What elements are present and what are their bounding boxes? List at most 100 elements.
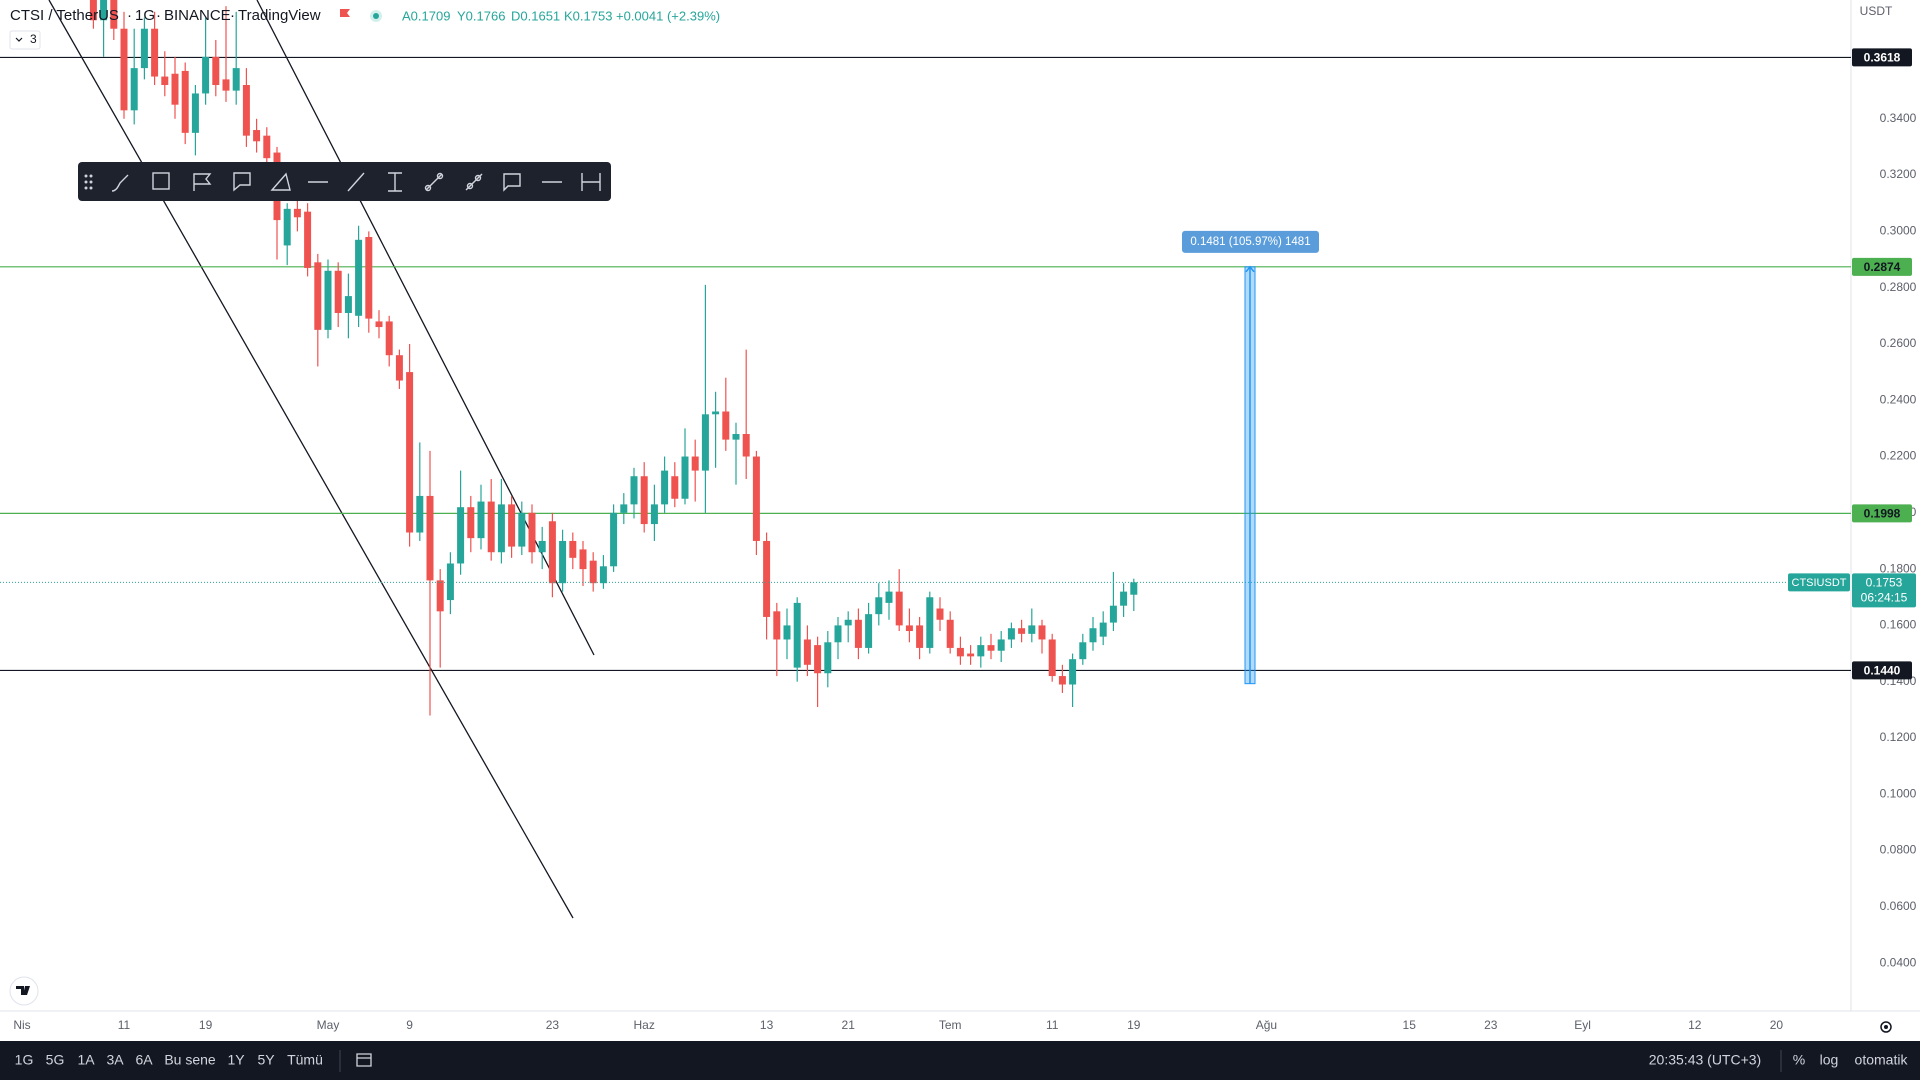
y-tick-label: 0.1200 — [1880, 730, 1917, 744]
candle-body — [89, 0, 97, 21]
candle-body — [457, 507, 465, 564]
candle-body — [834, 625, 842, 643]
range-tool[interactable] — [581, 173, 601, 191]
candle-body — [732, 434, 740, 440]
ohlc-high: Y0.1766 — [457, 8, 505, 23]
range-button[interactable]: 5G — [46, 1052, 65, 1068]
range-button[interactable]: 1A — [77, 1052, 95, 1068]
range-button[interactable]: 6A — [135, 1052, 153, 1068]
candle-body — [783, 625, 791, 640]
candle-body — [191, 93, 199, 133]
candle-body — [977, 645, 985, 657]
candle-body — [222, 79, 230, 91]
y-tick-label: 0.3400 — [1880, 111, 1917, 125]
candle-body — [487, 501, 495, 553]
range-button[interactable]: Tümü — [287, 1052, 323, 1068]
flag-tool[interactable] — [193, 173, 212, 191]
exchange: BINANCE — [164, 7, 231, 24]
countdown-label: 06:24:15 — [1861, 591, 1908, 605]
candle-body — [1058, 676, 1066, 685]
candle-body — [793, 602, 801, 668]
flag-icon[interactable] — [340, 9, 350, 17]
candle-body — [548, 521, 556, 584]
level-label-bg — [1852, 257, 1912, 276]
brush-tool[interactable] — [111, 174, 129, 192]
candle-body — [824, 642, 832, 674]
candle-body — [844, 619, 852, 626]
candle-body — [661, 470, 669, 505]
ohlc-open: A0.1709 — [402, 8, 450, 23]
candle-body — [1120, 591, 1128, 606]
x-tick-label: 12 — [1688, 1018, 1702, 1032]
level-label-bg — [1852, 661, 1912, 680]
symbol-tag-bg — [1788, 573, 1850, 592]
interval[interactable]: 1G — [135, 7, 155, 24]
level-label: 0.2874 — [1864, 260, 1901, 274]
candle-body — [467, 507, 475, 539]
trendline-tool[interactable] — [347, 172, 365, 192]
y-tick-label: 0.3200 — [1880, 167, 1917, 181]
rectangle-tool[interactable] — [152, 172, 170, 190]
last-price-label: 0.1753 — [1866, 576, 1903, 590]
path-tool[interactable] — [270, 172, 291, 191]
candle-body — [497, 504, 505, 553]
percent-toggle[interactable]: % — [1793, 1052, 1805, 1068]
range-button[interactable]: 5Y — [257, 1052, 275, 1068]
x-tick-label: 21 — [842, 1018, 856, 1032]
y-tick-label: 0.2200 — [1880, 449, 1917, 463]
candle-body — [589, 560, 597, 584]
x-tick-label: Nis — [13, 1018, 30, 1032]
logo-mark — [16, 986, 30, 995]
callout-tool[interactable] — [233, 172, 251, 192]
candle-body — [875, 597, 883, 615]
candle-body — [773, 611, 781, 640]
range-button[interactable]: 1G — [15, 1052, 34, 1068]
candle-body — [538, 540, 546, 553]
candle-body — [263, 135, 271, 159]
candle-body — [579, 549, 587, 570]
date-range-icon[interactable] — [356, 1053, 372, 1067]
candle-body — [997, 639, 1005, 651]
candle-body — [1038, 625, 1046, 640]
y-tick-label: 0.2800 — [1880, 280, 1917, 294]
text-tool[interactable] — [388, 172, 402, 192]
x-tick-label: 19 — [199, 1018, 213, 1032]
candle-body — [742, 434, 750, 457]
candle-body — [110, 0, 118, 29]
range-button[interactable]: 1Y — [227, 1052, 245, 1068]
candle-body — [1018, 628, 1026, 634]
candle-body — [426, 495, 434, 581]
x-tick-label: 15 — [1403, 1018, 1417, 1032]
ray-tool[interactable] — [425, 173, 443, 191]
candle-body — [1089, 628, 1097, 643]
candle-body — [406, 372, 414, 533]
level-label: 0.1440 — [1864, 664, 1901, 678]
candle-body — [610, 512, 618, 567]
y-tick-label: 0.0600 — [1880, 899, 1917, 913]
y-tick-label: 0.0400 — [1880, 955, 1917, 969]
range-button[interactable]: Bu sene — [164, 1052, 216, 1068]
candle-body — [712, 411, 720, 415]
drag-handle[interactable] — [84, 174, 93, 190]
symbol[interactable]: CTSI / TetherUS — [10, 7, 119, 24]
indicator-toggle[interactable] — [9, 30, 41, 50]
x-tick-label: 19 — [1127, 1018, 1141, 1032]
candle-body — [365, 236, 373, 319]
source: TradingView — [238, 7, 321, 24]
auto-toggle[interactable]: otomatik — [1855, 1052, 1909, 1068]
log-toggle[interactable]: log — [1820, 1052, 1839, 1068]
candle-body — [283, 208, 291, 246]
currency-label[interactable]: USDT — [1860, 4, 1893, 18]
candle-body — [375, 321, 383, 328]
range-button[interactable]: 3A — [106, 1052, 124, 1068]
level-label-bg — [1852, 504, 1912, 523]
settings-icon[interactable] — [1880, 1021, 1892, 1033]
candle-body — [763, 540, 771, 617]
bottom-bar — [0, 1041, 1920, 1080]
candle-body — [946, 619, 954, 648]
clock[interactable]: 20:35:43 (UTC+3) — [1649, 1052, 1761, 1068]
candle-body — [130, 68, 138, 111]
separator: · — [230, 7, 235, 24]
extended-tool[interactable] — [465, 173, 483, 191]
note-tool[interactable] — [503, 173, 521, 192]
